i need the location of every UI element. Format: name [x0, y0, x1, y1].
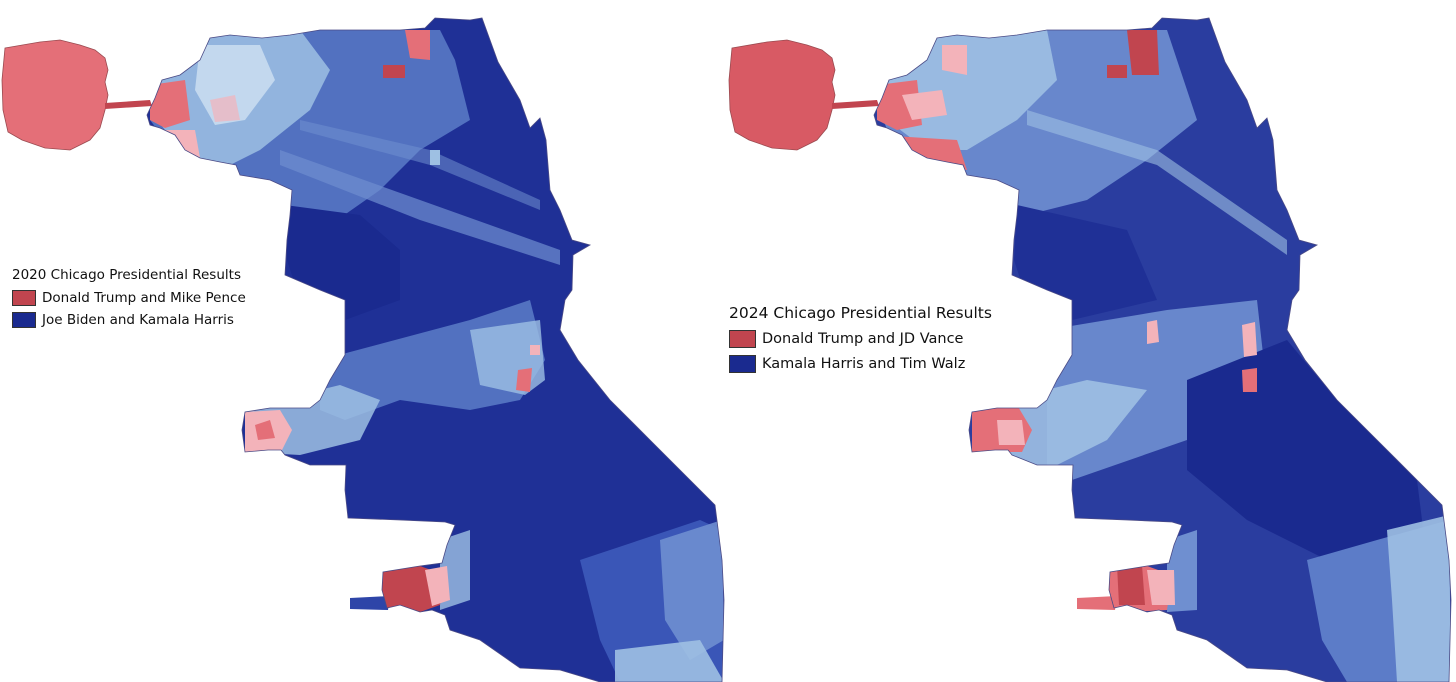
- democrat-swatch: [729, 355, 756, 373]
- legend-label: Donald Trump and Mike Pence: [42, 290, 246, 306]
- republican-swatch: [12, 290, 36, 306]
- legend-title: 2020 Chicago Presidential Results: [12, 267, 241, 283]
- republican-swatch: [729, 330, 756, 348]
- precinct-shading-2020: [150, 30, 724, 682]
- legend-title: 2024 Chicago Presidential Results: [729, 304, 992, 322]
- ohare-area: [1, 39, 109, 151]
- ohare-area: [728, 39, 836, 151]
- legend-2024: 2024 Chicago Presidential Results Donald…: [729, 304, 992, 380]
- ohare-connector: [105, 100, 152, 109]
- legend-label: Donald Trump and JD Vance: [762, 331, 964, 347]
- map-2020: [1, 17, 725, 682]
- democrat-swatch: [12, 312, 36, 328]
- legend-item-democrat: Joe Biden and Kamala Harris: [12, 312, 246, 328]
- ohare-connector: [832, 100, 879, 109]
- legend-label: Kamala Harris and Tim Walz: [762, 356, 966, 372]
- legend-item-republican: Donald Trump and JD Vance: [729, 330, 992, 348]
- legend-label: Joe Biden and Kamala Harris: [42, 312, 234, 328]
- legend-item-republican: Donald Trump and Mike Pence: [12, 290, 246, 306]
- legend-2020: 2020 Chicago Presidential Results Donald…: [12, 267, 246, 334]
- legend-item-democrat: Kamala Harris and Tim Walz: [729, 355, 992, 373]
